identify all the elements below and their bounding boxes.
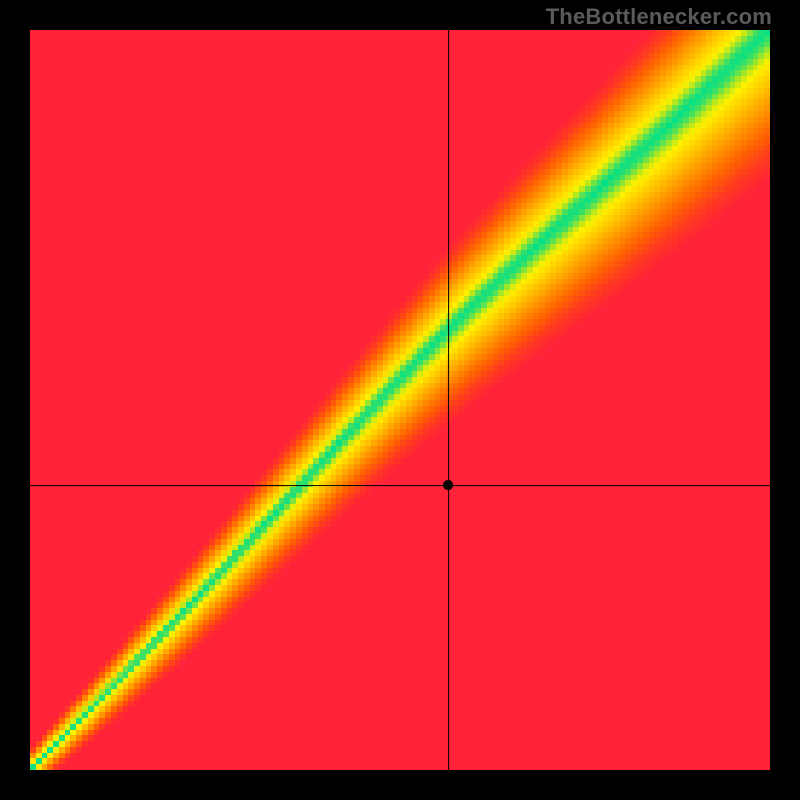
heatmap-canvas xyxy=(0,0,800,800)
watermark-label: TheBottlenecker.com xyxy=(546,4,772,30)
chart-container: TheBottlenecker.com xyxy=(0,0,800,800)
